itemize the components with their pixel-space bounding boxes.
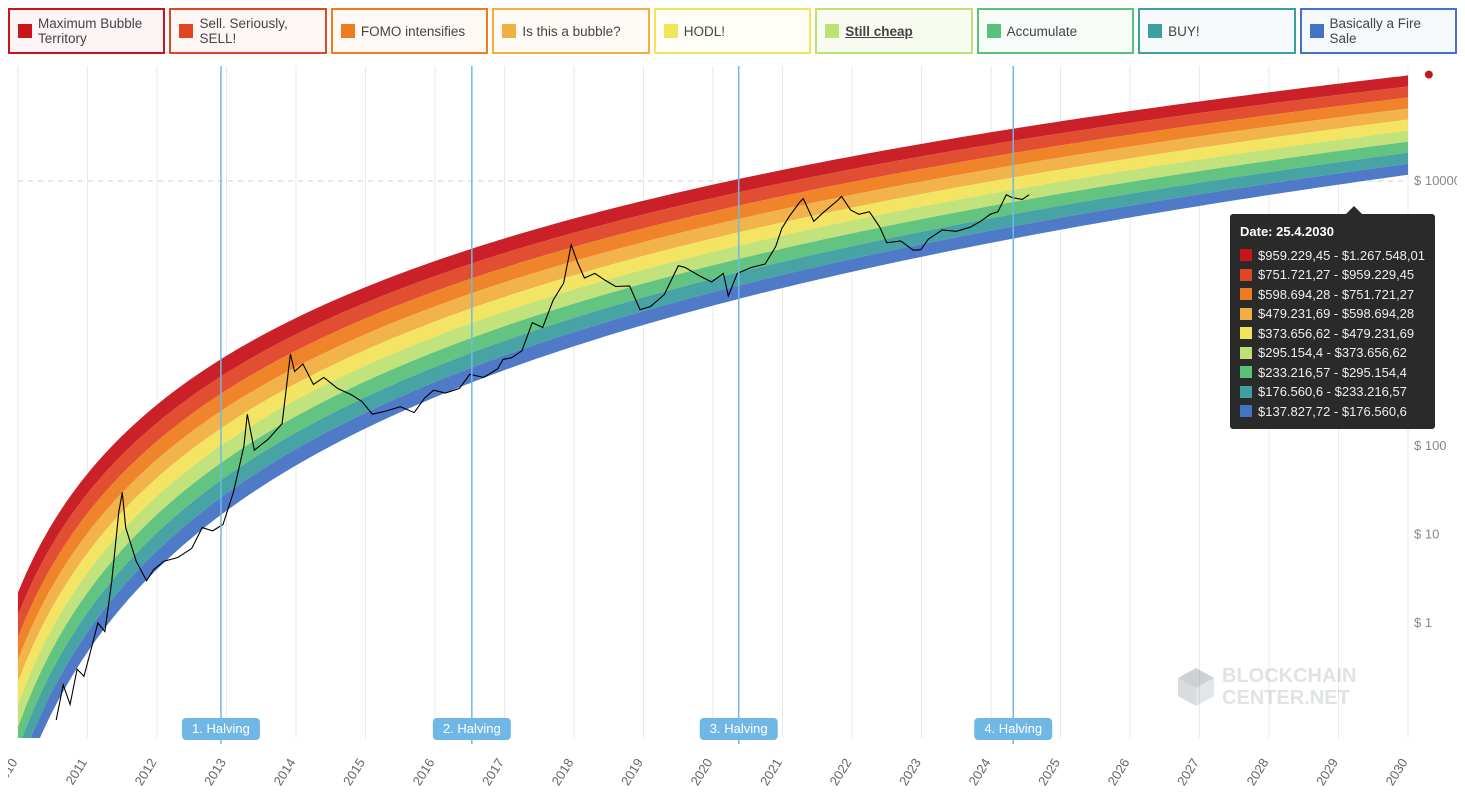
svg-text:2017: 2017 xyxy=(479,756,507,788)
legend-swatch xyxy=(1310,24,1324,38)
legend: Maximum Bubble Territory Sell. Seriously,… xyxy=(8,8,1457,54)
svg-text:2013: 2013 xyxy=(201,756,229,788)
legend-item[interactable]: FOMO intensifies xyxy=(331,8,488,54)
legend-item[interactable]: Accumulate xyxy=(977,8,1134,54)
svg-text:2015: 2015 xyxy=(340,756,368,788)
svg-text:3. Halving: 3. Halving xyxy=(710,721,768,736)
svg-text:$ 100000: $ 100000 xyxy=(1414,173,1457,188)
legend-label: Maximum Bubble Territory xyxy=(38,16,155,46)
legend-swatch xyxy=(18,24,32,38)
svg-text:2024: 2024 xyxy=(965,756,993,788)
tooltip-row: $295.154,4 - $373.656,62 xyxy=(1240,343,1425,363)
svg-text:2027: 2027 xyxy=(1174,756,1202,788)
svg-text:2023: 2023 xyxy=(896,756,924,788)
tooltip-row: $176.560,6 - $233.216,57 xyxy=(1240,382,1425,402)
tooltip-swatch xyxy=(1240,327,1252,339)
tooltip-swatch xyxy=(1240,288,1252,300)
tooltip-swatch xyxy=(1240,366,1252,378)
svg-text:2. Halving: 2. Halving xyxy=(443,721,501,736)
tooltip-row: $137.827,72 - $176.560,6 xyxy=(1240,402,1425,422)
svg-text:2026: 2026 xyxy=(1104,756,1132,788)
svg-text:2020: 2020 xyxy=(687,756,715,788)
tooltip-text: $233.216,57 - $295.154,4 xyxy=(1258,363,1407,383)
svg-text:$ 100: $ 100 xyxy=(1414,438,1447,453)
legend-label: Sell. Seriously, SELL! xyxy=(199,16,316,46)
svg-text:1. Halving: 1. Halving xyxy=(192,721,250,736)
tooltip-swatch xyxy=(1240,386,1252,398)
legend-item[interactable]: Maximum Bubble Territory xyxy=(8,8,165,54)
legend-swatch xyxy=(825,24,839,38)
legend-item[interactable]: BUY! xyxy=(1138,8,1295,54)
legend-swatch xyxy=(341,24,355,38)
svg-text:2012: 2012 xyxy=(131,756,159,788)
tooltip-text: $373.656,62 - $479.231,69 xyxy=(1258,324,1414,344)
legend-label: Basically a Fire Sale xyxy=(1330,16,1447,46)
tooltip-text: $751.721,27 - $959.229,45 xyxy=(1258,265,1414,285)
tooltip-swatch xyxy=(1240,249,1252,261)
tooltip-text: $176.560,6 - $233.216,57 xyxy=(1258,382,1407,402)
svg-text:2030: 2030 xyxy=(1382,756,1410,788)
tooltip-text: $295.154,4 - $373.656,62 xyxy=(1258,343,1407,363)
tooltip-text: $137.827,72 - $176.560,6 xyxy=(1258,402,1407,422)
legend-item[interactable]: HODL! xyxy=(654,8,811,54)
legend-item[interactable]: Is this a bubble? xyxy=(492,8,649,54)
tooltip-swatch xyxy=(1240,269,1252,281)
svg-text:2021: 2021 xyxy=(757,756,785,788)
tooltip-row: $233.216,57 - $295.154,4 xyxy=(1240,363,1425,383)
chart-area: 1. Halving 2. Halving 3. Halving 4. Halving… xyxy=(8,58,1457,798)
tooltip-row: $598.694,28 - $751.721,27 xyxy=(1240,285,1425,305)
legend-swatch xyxy=(1148,24,1162,38)
svg-text:$ 10: $ 10 xyxy=(1414,527,1439,542)
legend-label: BUY! xyxy=(1168,24,1200,39)
legend-label: Accumulate xyxy=(1007,24,1078,39)
svg-text:2014: 2014 xyxy=(270,756,298,788)
svg-text:2016: 2016 xyxy=(409,756,437,788)
legend-label: FOMO intensifies xyxy=(361,24,465,39)
tooltip: Date: 25.4.2030 $959.229,45 - $1.267.548,… xyxy=(1230,214,1435,429)
svg-text:$ 1: $ 1 xyxy=(1414,615,1432,630)
tooltip-text: $598.694,28 - $751.721,27 xyxy=(1258,285,1414,305)
svg-text:2019: 2019 xyxy=(618,756,646,788)
tooltip-row: $959.229,45 - $1.267.548,01 xyxy=(1240,246,1425,266)
svg-text:2022: 2022 xyxy=(826,756,854,788)
legend-swatch xyxy=(987,24,1001,38)
tooltip-row: $751.721,27 - $959.229,45 xyxy=(1240,265,1425,285)
tooltip-swatch xyxy=(1240,405,1252,417)
legend-label: HODL! xyxy=(684,24,725,39)
legend-item[interactable]: Still cheap xyxy=(815,8,972,54)
tooltip-row: $373.656,62 - $479.231,69 xyxy=(1240,324,1425,344)
svg-text:4. Halving: 4. Halving xyxy=(984,721,1042,736)
tooltip-row: $479.231,69 - $598.694,28 xyxy=(1240,304,1425,324)
tooltip-title: Date: 25.4.2030 xyxy=(1240,222,1425,242)
svg-text:2018: 2018 xyxy=(548,756,576,788)
svg-text:2010: 2010 xyxy=(8,756,21,788)
svg-text:2011: 2011 xyxy=(63,756,91,788)
legend-swatch xyxy=(179,24,193,38)
tooltip-swatch xyxy=(1240,308,1252,320)
svg-text:BLOCKCHAIN: BLOCKCHAIN xyxy=(1222,665,1356,687)
svg-text:2029: 2029 xyxy=(1313,756,1341,788)
svg-text:CENTER.NET: CENTER.NET xyxy=(1222,687,1350,709)
legend-swatch xyxy=(502,24,516,38)
tooltip-text: $479.231,69 - $598.694,28 xyxy=(1258,304,1414,324)
legend-label: Still cheap xyxy=(845,24,913,39)
tooltip-swatch xyxy=(1240,347,1252,359)
tooltip-text: $959.229,45 - $1.267.548,01 xyxy=(1258,246,1425,266)
svg-text:2028: 2028 xyxy=(1243,756,1271,788)
legend-item[interactable]: Sell. Seriously, SELL! xyxy=(169,8,326,54)
legend-label: Is this a bubble? xyxy=(522,24,620,39)
legend-item[interactable]: Basically a Fire Sale xyxy=(1300,8,1457,54)
legend-swatch xyxy=(664,24,678,38)
svg-text:2025: 2025 xyxy=(1035,756,1063,788)
